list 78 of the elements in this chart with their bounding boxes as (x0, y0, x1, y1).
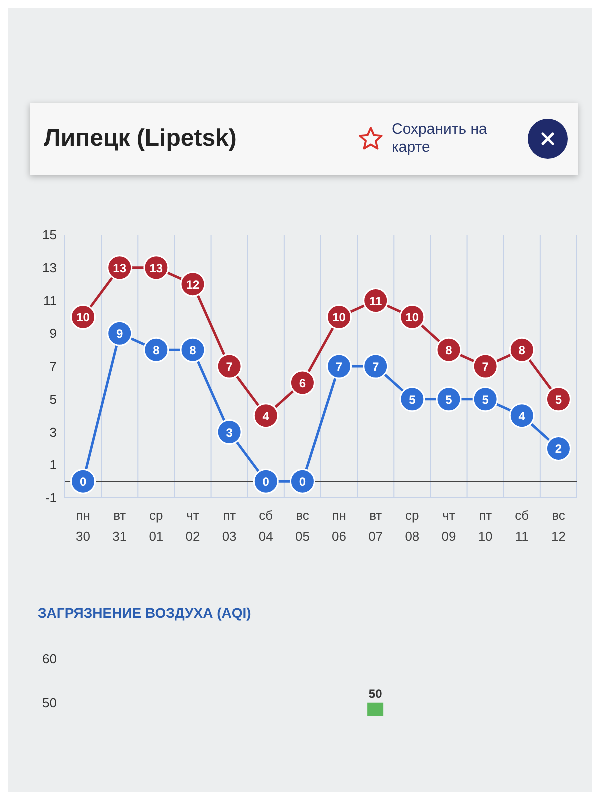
x-tick-label: сб 04 (258, 508, 274, 544)
y-tick-label: 3 (50, 424, 57, 440)
data-label: 0 (80, 475, 87, 490)
point (216, 420, 242, 445)
data-label: 6 (299, 376, 306, 390)
y-tick-label: -1 (45, 490, 57, 506)
point (509, 337, 535, 363)
x-tick-label: вс 12 (551, 508, 566, 544)
y-tick-label: 60 (42, 652, 57, 667)
data-label: 8 (446, 344, 453, 358)
x-tick-label: пн 06 (332, 508, 347, 544)
point (253, 468, 279, 494)
point (509, 403, 535, 429)
data-label: 7 (336, 360, 343, 374)
x-tick-label: пт 03 (222, 508, 237, 544)
x-tick-label: вс 05 (295, 508, 310, 544)
point (216, 354, 242, 380)
x-tick-label: сб 11 (515, 508, 530, 544)
x-tick-label: вт 31 (112, 508, 128, 544)
x-tick-label: пн 30 (76, 508, 91, 544)
data-label: 3 (226, 426, 234, 440)
x-tick-label: вт 07 (368, 508, 384, 544)
data-label: 5 (409, 392, 416, 407)
point (546, 386, 572, 412)
x-tick-label: чт 02 (186, 508, 200, 544)
y-tick-label: 15 (42, 228, 57, 243)
y-tick-label: 9 (50, 326, 57, 342)
data-label: 12 (186, 278, 200, 292)
data-label: 13 (113, 261, 127, 276)
data-label: 10 (76, 310, 90, 325)
point (180, 337, 206, 363)
data-label: 4 (262, 409, 270, 424)
y-tick-label: 50 (42, 695, 57, 710)
data-label: 50 (368, 686, 383, 701)
point (290, 370, 316, 396)
x-tick-label: пт 10 (478, 508, 493, 544)
point (70, 468, 96, 494)
y-tick-label: 11 (44, 293, 57, 308)
data-label: 11 (370, 294, 383, 308)
data-label: 9 (116, 327, 124, 342)
x-tick-label: ср 01 (149, 508, 164, 544)
data-label: 7 (482, 360, 490, 374)
x-tick-label: ср 08 (405, 508, 420, 544)
point (472, 386, 498, 412)
point (107, 320, 133, 346)
point (326, 354, 352, 380)
point (253, 403, 279, 429)
point (546, 436, 572, 462)
point (436, 337, 462, 363)
data-label: 13 (150, 261, 164, 276)
y-tick-label: 7 (50, 359, 57, 374)
chart-title: ЗАГРЯЗНЕНИЕ ВОЗДУХА (AQI) (38, 605, 252, 621)
chart-title: Липецк (Lipetsk) (44, 125, 238, 153)
data-label: 0 (262, 475, 270, 490)
data-label: 7 (226, 360, 234, 374)
data-label: 8 (190, 344, 197, 358)
point (400, 386, 426, 412)
point (290, 468, 316, 494)
data-label: 2 (555, 442, 562, 456)
point (144, 337, 170, 363)
data-label: 4 (518, 409, 526, 424)
y-tick-label: 5 (50, 392, 57, 407)
data-label: 8 (518, 344, 526, 358)
point (436, 386, 462, 412)
data-label: 10 (406, 310, 420, 325)
y-tick-label: 1 (50, 458, 57, 473)
data-label: 5 (555, 392, 562, 407)
data-label: 7 (372, 360, 380, 374)
data-label: 8 (153, 344, 160, 358)
data-label: 5 (482, 392, 490, 407)
data-label: 0 (299, 475, 306, 490)
data-label: 10 (332, 310, 346, 325)
data-label: 5 (446, 392, 453, 407)
point (472, 354, 498, 380)
x-tick-label: чт 09 (442, 508, 456, 544)
text: Сохранить на карте (392, 121, 488, 156)
point (363, 354, 389, 380)
y-tick-label: 13 (42, 260, 57, 276)
